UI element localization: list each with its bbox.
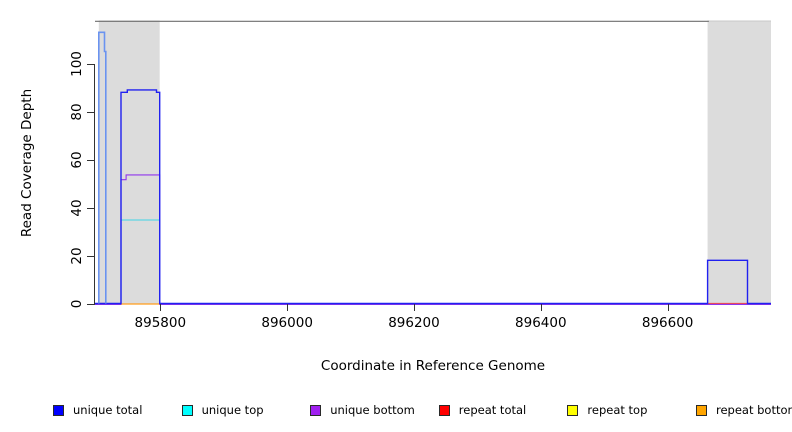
y-tick [87,255,94,257]
y-tick-label: 60 [69,150,85,169]
x-tick [287,304,289,311]
x-tick-label: 895800 [134,315,187,331]
y-tick-label: 20 [69,246,85,265]
legend-swatch-icon [181,404,193,416]
x-tick [413,304,415,311]
y-tick [87,111,94,113]
series-unique-bottom [95,174,771,306]
x-tick [540,304,542,311]
y-tick [87,303,94,305]
legend-item-repeat-bottom: repeat bottom [696,402,792,418]
series-unique-total-spike [97,31,107,304]
y-tick-label: 40 [69,198,85,217]
y-tick-label: 100 [69,50,85,77]
legend-item-repeat-total: repeat total [438,402,527,418]
y-axis-title: Read Coverage Depth [19,88,35,238]
legend-swatch-icon [438,404,450,416]
y-tick-label: 0 [69,299,85,308]
x-tick-label: 896200 [388,315,440,331]
x-tick [160,304,162,311]
y-tick [87,207,94,209]
legend-swatch-icon [53,404,64,416]
legend-item-unique-bottom: unique bottom [310,402,415,418]
legend-item-unique-top: unique top [181,402,264,418]
legend-label: unique bottom [330,403,415,417]
legend-swatch-icon [696,404,707,416]
legend-label: unique top [201,403,264,417]
x-axis-title: Coordinate in Reference Genome [320,358,546,374]
legend-label: repeat top [587,403,648,417]
right-gray-band-top-edge [707,20,771,22]
x-tick-label: 896400 [515,315,567,331]
legend-label: unique total [73,403,143,417]
x-tick-label: 896600 [641,315,694,331]
y-axis-line [94,63,95,305]
legend-swatch-icon [567,404,579,416]
chart-svg [95,20,771,306]
legend-label: repeat total [458,403,527,417]
plot-area [95,20,772,306]
right-gray-band [707,20,771,304]
series-unique-total [95,89,771,305]
x-tick-label: 896000 [261,315,313,331]
left-gray-band [98,20,160,304]
legend-label: repeat bottom [716,403,792,417]
y-tick [87,63,94,65]
legend-swatch-icon [310,404,322,416]
legend-item-repeat-top: repeat top [567,402,647,418]
legend-item-unique-total: unique total [53,402,142,418]
y-tick-label: 80 [69,102,85,121]
y-tick [87,159,94,161]
x-tick [667,304,669,311]
